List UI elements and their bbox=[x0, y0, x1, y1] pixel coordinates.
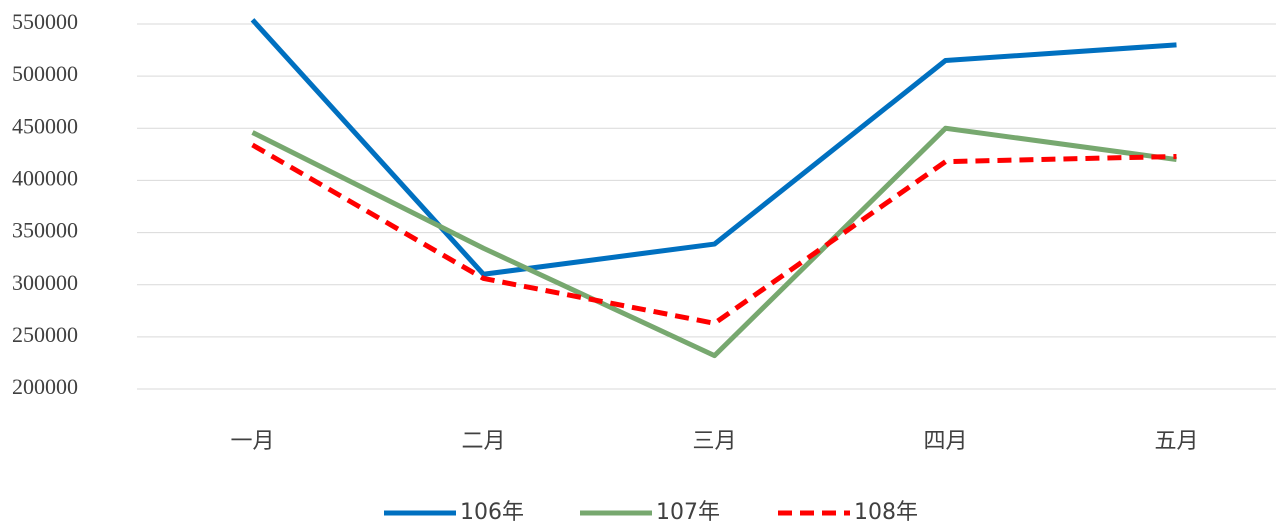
series-line bbox=[251, 125, 1177, 359]
x-tick-label: 三月 bbox=[692, 429, 736, 454]
series-line bbox=[250, 18, 1177, 277]
legend-label: 106年 bbox=[460, 500, 524, 525]
x-tick-label: 一月 bbox=[230, 429, 274, 454]
y-tick-label: 550000 bbox=[12, 9, 78, 34]
x-tick-label: 四月 bbox=[923, 429, 967, 454]
y-tick-label: 500000 bbox=[12, 61, 78, 86]
series-line bbox=[251, 142, 1177, 326]
x-tick-label: 五月 bbox=[1154, 429, 1198, 454]
y-tick-label: 300000 bbox=[12, 270, 78, 295]
y-tick-label: 450000 bbox=[12, 113, 78, 138]
y-tick-label: 200000 bbox=[12, 374, 78, 399]
legend-label: 107年 bbox=[656, 500, 720, 525]
y-tick-label: 250000 bbox=[12, 322, 78, 347]
x-tick-label: 二月 bbox=[461, 429, 505, 454]
legend-label: 108年 bbox=[854, 500, 918, 525]
y-tick-label: 400000 bbox=[12, 165, 78, 190]
y-tick-label: 350000 bbox=[12, 218, 78, 243]
